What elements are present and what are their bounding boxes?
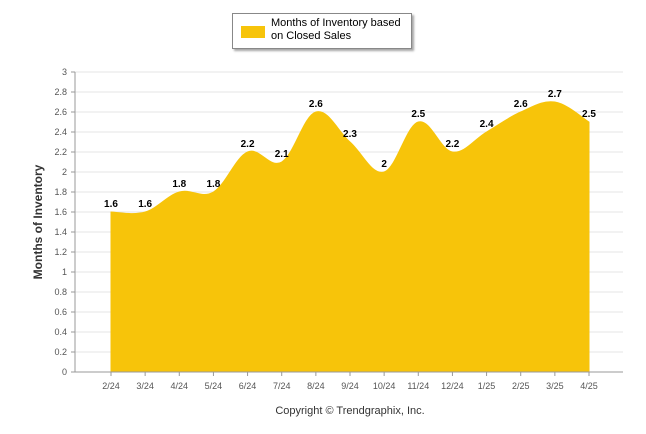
y-tick-label: 0.6: [54, 307, 67, 317]
copyright-footer: Copyright © Trendgraphix, Inc.: [275, 405, 424, 417]
y-tick-label: 0.2: [54, 347, 67, 357]
x-tick-label: 1/25: [478, 381, 496, 391]
data-label: 2: [381, 159, 387, 170]
x-tick-label: 4/24: [171, 381, 189, 391]
y-axis-title: Months of Inventory: [31, 164, 45, 279]
data-label: 2.6: [514, 99, 528, 110]
x-tick-label: 3/25: [546, 381, 564, 391]
series-area: [110, 101, 590, 373]
x-tick-label: 12/24: [441, 381, 464, 391]
legend: Months of Inventory based on Closed Sale…: [232, 13, 412, 49]
y-tick-label: 1.6: [54, 207, 67, 217]
y-tick-label: 2.2: [54, 147, 67, 157]
legend-swatch: [241, 26, 265, 38]
x-tick-label: 5/24: [205, 381, 223, 391]
y-tick-label: 1: [62, 267, 67, 277]
x-tick-label: 10/24: [373, 381, 396, 391]
data-label: 2.7: [548, 89, 562, 100]
y-tick-label: 1.4: [54, 227, 67, 237]
y-tick-label: 0: [62, 367, 67, 377]
data-label: 2.6: [309, 99, 323, 110]
x-tick-label: 6/24: [239, 381, 257, 391]
y-tick-label: 1.2: [54, 247, 67, 257]
x-tick-label: 3/24: [136, 381, 154, 391]
data-label: 1.6: [138, 199, 152, 210]
data-label: 2.4: [480, 119, 494, 130]
data-label: 2.2: [241, 139, 255, 150]
y-tick-label: 0.4: [54, 327, 67, 337]
data-label: 2.3: [343, 129, 357, 140]
y-tick-label: 1.8: [54, 187, 67, 197]
series-area-fill: [110, 101, 590, 373]
x-tick-label: 2/24: [102, 381, 120, 391]
x-tick-label: 9/24: [341, 381, 359, 391]
x-tick-label: 2/25: [512, 381, 530, 391]
y-tick-label: 2.4: [54, 127, 67, 137]
y-tick-label: 0.8: [54, 287, 67, 297]
data-label: 2.2: [445, 139, 459, 150]
data-label: 2.1: [275, 149, 289, 160]
x-tick-label: 4/25: [580, 381, 598, 391]
data-label: 1.8: [206, 179, 220, 190]
data-label: 2.5: [582, 109, 596, 120]
x-tick-label: 11/24: [407, 381, 429, 391]
y-tick-label: 2.8: [54, 87, 67, 97]
data-label: 1.8: [172, 179, 186, 190]
y-tick-label: 3: [62, 67, 67, 77]
axes: 0 0.2 0.4 0.6 0.8 1 1.2 1.4 1.6 1.8 2 2.2 2.4 2.6 2.8 3…: [54, 67, 623, 391]
data-labels: 1.6 1.6 1.8 1.8 2.2 2.1 2.6 2.3 2 2.5 2.2 2.4 2.6 2.7…: [104, 89, 596, 210]
legend-label: Months of Inventory based on Closed Sale…: [271, 17, 401, 42]
y-tick-label: 2.6: [54, 107, 67, 117]
x-tick-label: 7/24: [273, 381, 291, 391]
x-tick-label: 8/24: [307, 381, 325, 391]
data-label: 2.5: [411, 109, 425, 120]
y-tick-label: 2: [62, 167, 67, 177]
data-label: 1.6: [104, 199, 118, 210]
